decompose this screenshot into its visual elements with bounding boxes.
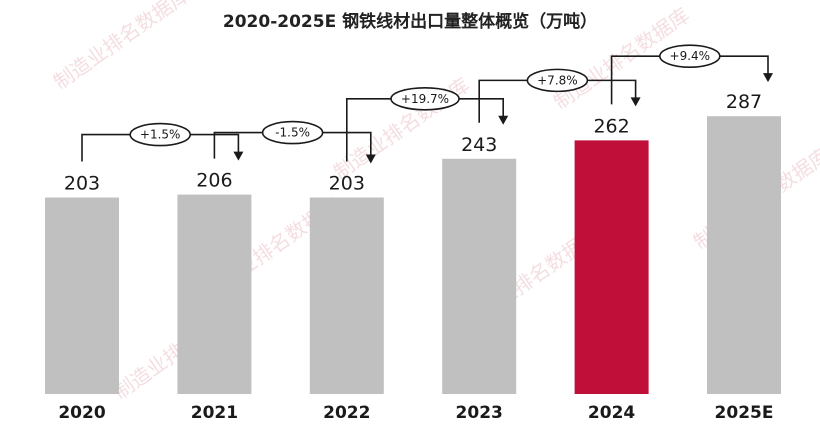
- x-axis-ticks-layer: 2020 2021 2022 2023 2024 2025E: [58, 403, 773, 423]
- growth-annotations-layer: +1.5% -1.5% +19.7% +7.8% +9.4%: [81, 44, 773, 164]
- growth-label: +1.5%: [140, 128, 181, 142]
- value-label-2023: 243: [461, 134, 497, 156]
- value-labels-layer: 203 206 203 243 262 287: [64, 91, 762, 194]
- value-label-2020: 203: [64, 172, 100, 194]
- bar-2023: [442, 158, 517, 394]
- growth-label: -1.5%: [275, 126, 310, 140]
- arrow-down-icon: [233, 151, 244, 161]
- growth-annotation: +7.8%: [478, 68, 641, 123]
- growth-oval: [390, 86, 460, 111]
- value-label-2024: 262: [593, 115, 629, 137]
- arrow-down-icon: [630, 97, 641, 107]
- arrow-down-icon: [498, 115, 509, 125]
- x-tick-2022: 2022: [323, 403, 370, 423]
- growth-label: +7.8%: [537, 73, 578, 87]
- arrow-down-icon: [763, 73, 773, 83]
- bar-2022: [309, 197, 384, 394]
- x-tick-2020: 2020: [58, 403, 105, 423]
- growth-label: +19.7%: [401, 92, 449, 106]
- arrow-down-icon: [365, 154, 376, 164]
- growth-oval: [658, 44, 721, 68]
- growth-annotation: +19.7%: [346, 86, 509, 162]
- growth-oval: [526, 68, 589, 93]
- x-tick-2025E: 2025E: [715, 403, 774, 423]
- value-label-2025E: 287: [726, 91, 762, 113]
- x-tick-2021: 2021: [191, 403, 238, 423]
- bars-layer: [45, 116, 781, 395]
- growth-oval: [261, 120, 324, 145]
- value-label-2021: 206: [196, 170, 232, 192]
- bar-2021: [177, 194, 252, 394]
- bar-2025E: [707, 116, 781, 395]
- bar-2020: [45, 197, 119, 394]
- value-label-2022: 203: [329, 172, 365, 194]
- growth-annotation: -1.5%: [213, 120, 376, 164]
- bar-2024: [574, 140, 649, 394]
- growth-label: +9.4%: [670, 49, 711, 63]
- x-tick-2023: 2023: [456, 403, 503, 423]
- chart-title: 2020-2025E 钢铁线材出口量整体概览（万吨）: [223, 11, 597, 32]
- growth-oval: [129, 122, 191, 147]
- x-tick-2024: 2024: [588, 403, 635, 423]
- growth-annotation: +9.4%: [610, 44, 773, 105]
- watermark-text: 制造业排名数据库: [49, 0, 194, 94]
- growth-annotation: +1.5%: [81, 122, 244, 162]
